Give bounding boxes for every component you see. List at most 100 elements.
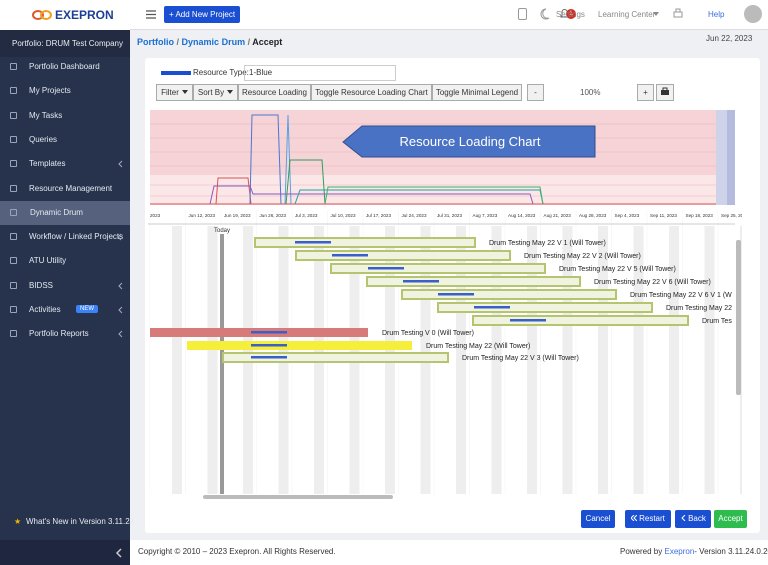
nav-icon xyxy=(10,63,17,70)
today-line xyxy=(220,234,224,494)
h-scroll xyxy=(203,495,393,499)
zoom-out-button[interactable]: - xyxy=(527,84,544,101)
settings-link[interactable]: Settings xyxy=(556,10,585,19)
collapse-icon[interactable] xyxy=(115,548,123,558)
nav-icon xyxy=(10,184,17,192)
nav-active xyxy=(0,200,130,225)
task-bar xyxy=(222,352,449,363)
task-progress xyxy=(251,356,287,359)
gantt: Resource Loading Chart 2023 Jun 12, 2023 Ju… xyxy=(148,110,742,499)
timeline-label: Aug 7, 2023 xyxy=(473,213,498,218)
help-link[interactable]: Help xyxy=(708,10,725,19)
task-label: Drum Testing May 22 V 6 V 1 (W xyxy=(630,292,732,299)
footer xyxy=(130,540,768,565)
action-button[interactable]: Restart xyxy=(625,510,671,528)
task-progress xyxy=(368,267,404,270)
toolbar-button[interactable]: Resource Loading xyxy=(238,84,311,101)
sidebar xyxy=(0,0,130,565)
powered-brand[interactable]: Exepron xyxy=(664,547,695,556)
caret xyxy=(653,12,659,16)
nav-item[interactable]: ATU Utility xyxy=(29,256,67,266)
breadcrumb-link[interactable]: Portfolio xyxy=(137,37,174,47)
task-label: Drum Testing May 22 (Will Tower) xyxy=(426,343,530,350)
toolbar-button-label: Filter xyxy=(161,88,179,97)
toolbar-button[interactable]: Filter xyxy=(156,84,193,101)
timeline-label: Aug 14, 2023 xyxy=(508,213,536,218)
nav-item[interactable]: Dynamic Drum xyxy=(30,207,83,217)
nav-item[interactable]: Resource Management xyxy=(29,183,113,193)
task-progress xyxy=(251,331,287,334)
resource-type-label: Resource Type: xyxy=(193,68,249,77)
print-icon[interactable] xyxy=(673,8,683,20)
timeline-label: Aug 21, 2023 xyxy=(544,213,572,218)
legend-swatch xyxy=(161,71,191,75)
timeline-label: Sep 4, 2023 xyxy=(615,213,640,218)
nav-chevron xyxy=(117,233,122,241)
language-icon[interactable] xyxy=(518,8,527,20)
action-label: Restart xyxy=(639,514,665,523)
breadcrumb-current: Accept xyxy=(252,37,283,47)
week-stripe xyxy=(491,226,502,494)
loading-line xyxy=(209,185,534,205)
task-label: Drum Testing May 22 V 5 (Will Tower) xyxy=(559,266,676,273)
week-stripe xyxy=(669,226,679,494)
breadcrumb-separator: / xyxy=(247,37,251,47)
callout-arrow xyxy=(342,125,596,158)
add-project-button[interactable]: + Add New Project xyxy=(164,6,241,23)
timeline-label: Sep 11, 2023 xyxy=(650,213,677,218)
new-badge: NEW xyxy=(76,305,98,313)
task-progress xyxy=(332,254,368,257)
task-progress xyxy=(295,241,331,244)
nav-item[interactable]: Portfolio Dashboard xyxy=(29,62,100,71)
nav-item[interactable]: BIDSS xyxy=(29,280,54,290)
loading-line xyxy=(284,114,292,205)
action-button[interactable]: Back xyxy=(675,510,711,528)
nav-chevron xyxy=(118,306,123,314)
timeline-label: Jun 19, 2023 xyxy=(224,213,251,218)
zoom-in-button[interactable]: + xyxy=(637,84,654,101)
action-button[interactable]: Cancel xyxy=(581,510,615,528)
toolbar-button-label: Toggle Minimal Legend xyxy=(435,88,519,97)
resource-type-select[interactable]: 1-Blue xyxy=(244,65,396,81)
task-bar xyxy=(254,237,476,248)
whats-new[interactable]: What's New in Version 3.11.24 xyxy=(26,517,135,526)
nav-item[interactable]: Workflow / Linked Projects xyxy=(29,232,124,242)
powered-by: Powered by Exepron- Version 3.11.24.0.20 xyxy=(620,547,768,556)
nav-item[interactable]: Queries xyxy=(29,134,58,144)
task-bar xyxy=(187,341,412,350)
timeline-label: Jul 3, 2023 xyxy=(295,213,318,218)
toolbar-button-label: Toggle Resource Loading Chart xyxy=(315,88,428,97)
nav-icon xyxy=(10,233,17,241)
action-button[interactable]: Accept xyxy=(714,510,747,528)
nav-item[interactable]: Templates xyxy=(29,159,66,169)
timeline-label: Jun 26, 2023 xyxy=(260,213,287,218)
toolbar-button[interactable]: Sort By xyxy=(193,84,238,101)
toolbar-button[interactable]: Toggle Resource Loading Chart xyxy=(311,84,432,101)
week-stripe xyxy=(172,226,182,494)
nav-icon xyxy=(10,330,17,338)
current-date: Jun 22, 2023 xyxy=(706,34,753,43)
avatar[interactable] xyxy=(744,5,762,23)
timeline-label: Jul 17, 2023 xyxy=(366,213,391,218)
nav-chevron xyxy=(118,282,123,290)
nav-item[interactable]: My Projects xyxy=(29,86,71,96)
today-label: Today xyxy=(214,228,230,234)
nav-icon xyxy=(10,208,17,216)
breadcrumb-link[interactable]: Dynamic Drum xyxy=(181,37,246,47)
toolbar-button[interactable]: Toggle Minimal Legend xyxy=(432,84,522,101)
sidebar-footer xyxy=(0,540,130,565)
task-progress xyxy=(403,280,439,283)
nav-item[interactable]: Activities xyxy=(29,305,61,314)
copyright: Copyright © 2010 – 2023 Exepron. All Rig… xyxy=(138,547,336,556)
nav-item[interactable]: My Tasks xyxy=(29,110,63,120)
theme-icon[interactable] xyxy=(540,8,550,20)
loading-line xyxy=(324,186,544,205)
timeline-label: Sep 18, 2023 xyxy=(686,213,714,218)
learning-center-link[interactable]: Learning Center xyxy=(598,10,656,19)
timeline-label: Jun 12, 2023 xyxy=(189,213,216,218)
nav-icon xyxy=(10,281,17,289)
nav-icon xyxy=(10,111,17,119)
portfolio-bar xyxy=(0,30,130,57)
menu-icon[interactable] xyxy=(146,10,156,19)
nav-item[interactable]: Portfolio Reports xyxy=(29,329,89,339)
